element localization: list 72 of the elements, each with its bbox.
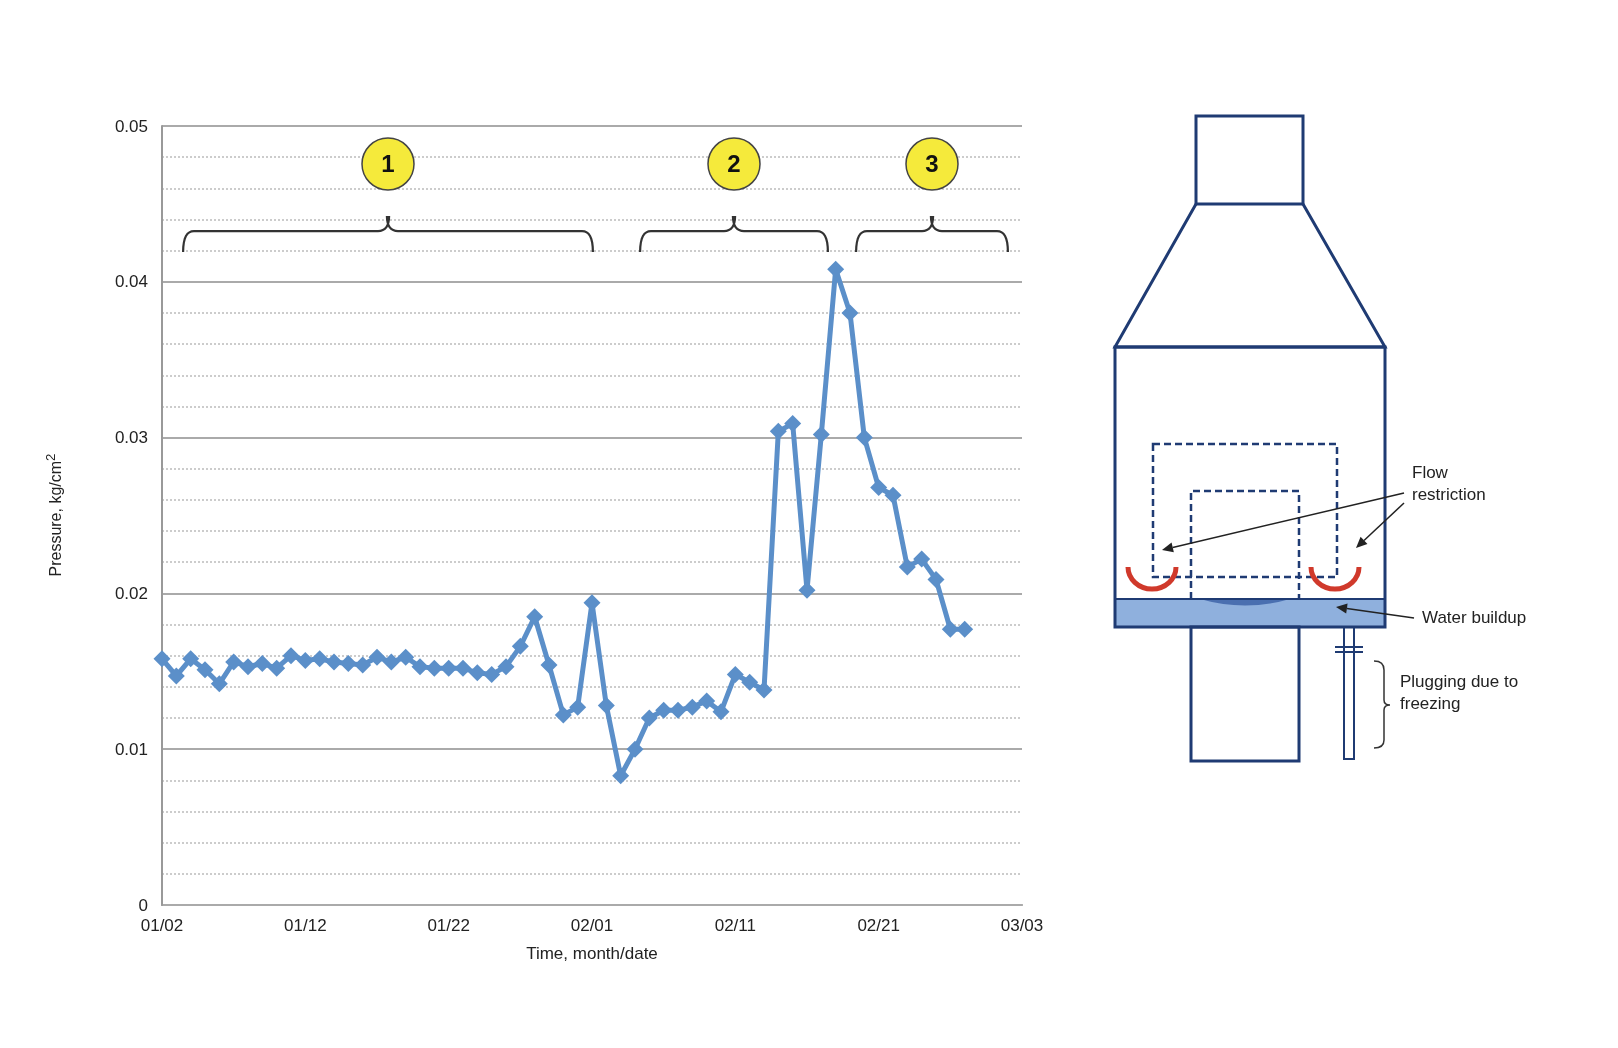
x-tick-label: 01/12 bbox=[284, 916, 327, 935]
point bbox=[669, 701, 687, 719]
point bbox=[769, 422, 787, 440]
point bbox=[898, 558, 916, 576]
point bbox=[397, 648, 415, 666]
point bbox=[640, 709, 658, 727]
point bbox=[411, 658, 429, 676]
point bbox=[454, 659, 472, 677]
point bbox=[339, 655, 357, 673]
y-tick-label: 0.03 bbox=[114, 428, 148, 448]
point bbox=[468, 664, 486, 682]
point bbox=[497, 658, 515, 676]
point bbox=[225, 653, 243, 671]
x-tick-label: 03/03 bbox=[1000, 916, 1044, 935]
point bbox=[182, 650, 200, 668]
text: Water buildup bbox=[1422, 607, 1528, 629]
point bbox=[210, 675, 228, 693]
point bbox=[239, 658, 257, 676]
point bbox=[956, 620, 974, 638]
x-axis-title: Time, month/date bbox=[526, 944, 658, 963]
point bbox=[368, 648, 386, 666]
point bbox=[927, 570, 945, 588]
point bbox=[569, 698, 587, 716]
point bbox=[941, 620, 959, 638]
x-tick-label: 01/02 bbox=[140, 916, 184, 935]
text: Flow restriction bbox=[1412, 462, 1487, 506]
point bbox=[282, 647, 300, 665]
point bbox=[483, 665, 501, 683]
point bbox=[540, 656, 558, 674]
x-tick-label: 01/22 bbox=[427, 916, 470, 935]
point bbox=[812, 425, 830, 443]
point bbox=[884, 486, 902, 504]
point bbox=[268, 659, 286, 677]
point bbox=[597, 697, 615, 715]
point bbox=[425, 659, 443, 677]
text: Plugging due to freezing bbox=[1400, 671, 1520, 715]
point bbox=[726, 665, 744, 683]
point bbox=[196, 661, 214, 679]
point bbox=[841, 304, 859, 322]
point bbox=[354, 656, 372, 674]
point bbox=[511, 637, 529, 655]
point bbox=[698, 692, 716, 710]
y-tick-label: 0.01 bbox=[114, 739, 148, 759]
y-tick-label: 0 bbox=[138, 895, 148, 915]
point bbox=[554, 706, 572, 724]
point bbox=[755, 681, 773, 699]
point bbox=[870, 478, 888, 496]
point bbox=[855, 429, 873, 447]
point bbox=[784, 415, 802, 433]
point bbox=[612, 767, 630, 785]
point bbox=[153, 650, 171, 668]
annotation: 1 bbox=[381, 150, 395, 177]
point bbox=[311, 650, 329, 668]
point bbox=[626, 740, 644, 758]
point bbox=[296, 651, 314, 669]
x-tick-label: 02/11 bbox=[714, 916, 756, 935]
x-tick-label: 02/01 bbox=[570, 916, 614, 935]
point bbox=[683, 698, 701, 716]
point bbox=[526, 608, 544, 626]
x-tick-label: 02/21 bbox=[857, 916, 900, 935]
point bbox=[167, 667, 185, 685]
point bbox=[253, 655, 271, 673]
point bbox=[913, 550, 931, 568]
point bbox=[325, 653, 343, 671]
y-tick-label: 0.02 bbox=[114, 583, 148, 603]
annotation: 3 bbox=[925, 150, 939, 177]
y-tick-label: 0.05 bbox=[114, 116, 148, 136]
point bbox=[712, 703, 730, 721]
point bbox=[382, 653, 400, 671]
point bbox=[741, 673, 759, 691]
annotation: 2 bbox=[727, 150, 741, 177]
y-tick-label: 0.04 bbox=[114, 272, 148, 292]
